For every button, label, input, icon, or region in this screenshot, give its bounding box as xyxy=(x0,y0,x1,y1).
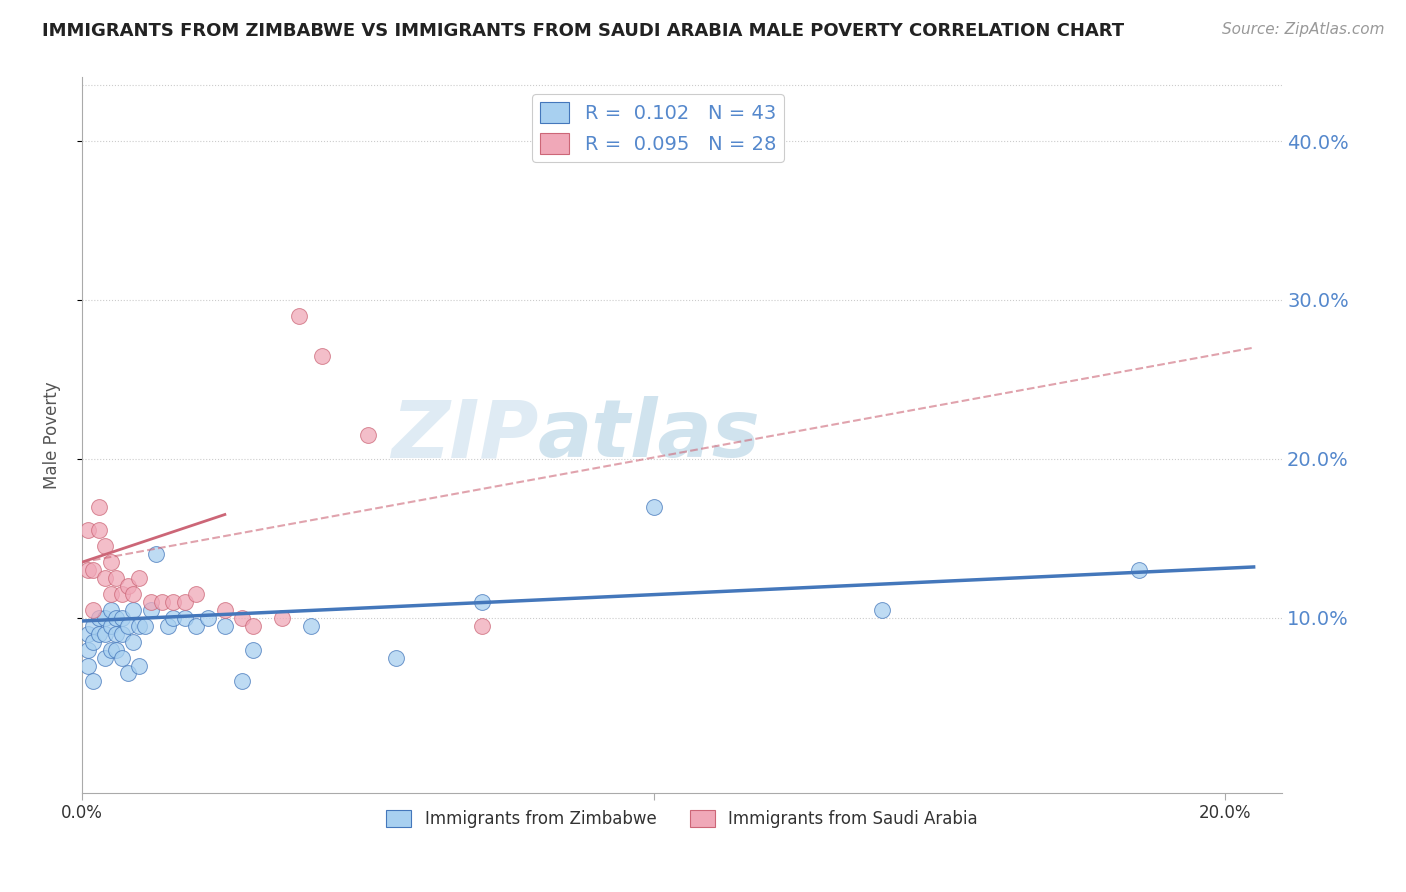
Point xyxy=(288,309,311,323)
Point xyxy=(105,626,128,640)
Point xyxy=(117,619,139,633)
Point xyxy=(100,603,122,617)
Point xyxy=(76,658,98,673)
Point xyxy=(111,650,134,665)
Point xyxy=(76,642,98,657)
Point xyxy=(186,587,208,601)
Point xyxy=(214,603,236,617)
Point xyxy=(122,587,145,601)
Point xyxy=(139,603,162,617)
Point xyxy=(145,547,167,561)
Point xyxy=(122,634,145,648)
Point xyxy=(271,611,294,625)
Point xyxy=(214,619,236,633)
Point xyxy=(311,349,333,363)
Y-axis label: Male Poverty: Male Poverty xyxy=(44,381,60,489)
Point xyxy=(82,603,104,617)
Point xyxy=(111,611,134,625)
Point xyxy=(87,626,110,640)
Point xyxy=(242,619,264,633)
Point xyxy=(76,563,98,577)
Legend: Immigrants from Zimbabwe, Immigrants from Saudi Arabia: Immigrants from Zimbabwe, Immigrants fro… xyxy=(380,803,984,834)
Point xyxy=(94,571,117,585)
Point xyxy=(105,642,128,657)
Point xyxy=(117,579,139,593)
Point xyxy=(94,539,117,553)
Point xyxy=(82,674,104,689)
Point xyxy=(87,500,110,514)
Text: IMMIGRANTS FROM ZIMBABWE VS IMMIGRANTS FROM SAUDI ARABIA MALE POVERTY CORRELATIO: IMMIGRANTS FROM ZIMBABWE VS IMMIGRANTS F… xyxy=(42,22,1125,40)
Point xyxy=(111,587,134,601)
Point xyxy=(76,626,98,640)
Point xyxy=(231,674,253,689)
Point xyxy=(87,611,110,625)
Point xyxy=(357,428,380,442)
Point xyxy=(105,571,128,585)
Point xyxy=(82,634,104,648)
Point xyxy=(173,595,195,609)
Point xyxy=(242,642,264,657)
Point xyxy=(385,650,408,665)
Point xyxy=(471,595,494,609)
Point xyxy=(1128,563,1150,577)
Point xyxy=(173,611,195,625)
Point xyxy=(128,658,150,673)
Point xyxy=(186,619,208,633)
Point xyxy=(94,650,117,665)
Point xyxy=(76,524,98,538)
Point xyxy=(100,587,122,601)
Point xyxy=(139,595,162,609)
Point xyxy=(643,500,665,514)
Point xyxy=(100,555,122,569)
Point xyxy=(156,619,179,633)
Point xyxy=(128,571,150,585)
Point xyxy=(87,524,110,538)
Point xyxy=(100,619,122,633)
Point xyxy=(299,619,322,633)
Point xyxy=(150,595,173,609)
Point xyxy=(162,595,184,609)
Point xyxy=(128,619,150,633)
Text: atlas: atlas xyxy=(538,396,761,474)
Point xyxy=(111,626,134,640)
Point xyxy=(870,603,893,617)
Point xyxy=(100,642,122,657)
Point xyxy=(82,563,104,577)
Text: Source: ZipAtlas.com: Source: ZipAtlas.com xyxy=(1222,22,1385,37)
Point xyxy=(117,666,139,681)
Point xyxy=(94,611,117,625)
Point xyxy=(82,619,104,633)
Point xyxy=(471,619,494,633)
Point xyxy=(134,619,156,633)
Point xyxy=(122,603,145,617)
Point xyxy=(197,611,219,625)
Text: ZIP: ZIP xyxy=(391,396,538,474)
Point xyxy=(231,611,253,625)
Point xyxy=(94,626,117,640)
Point xyxy=(162,611,184,625)
Point xyxy=(105,611,128,625)
